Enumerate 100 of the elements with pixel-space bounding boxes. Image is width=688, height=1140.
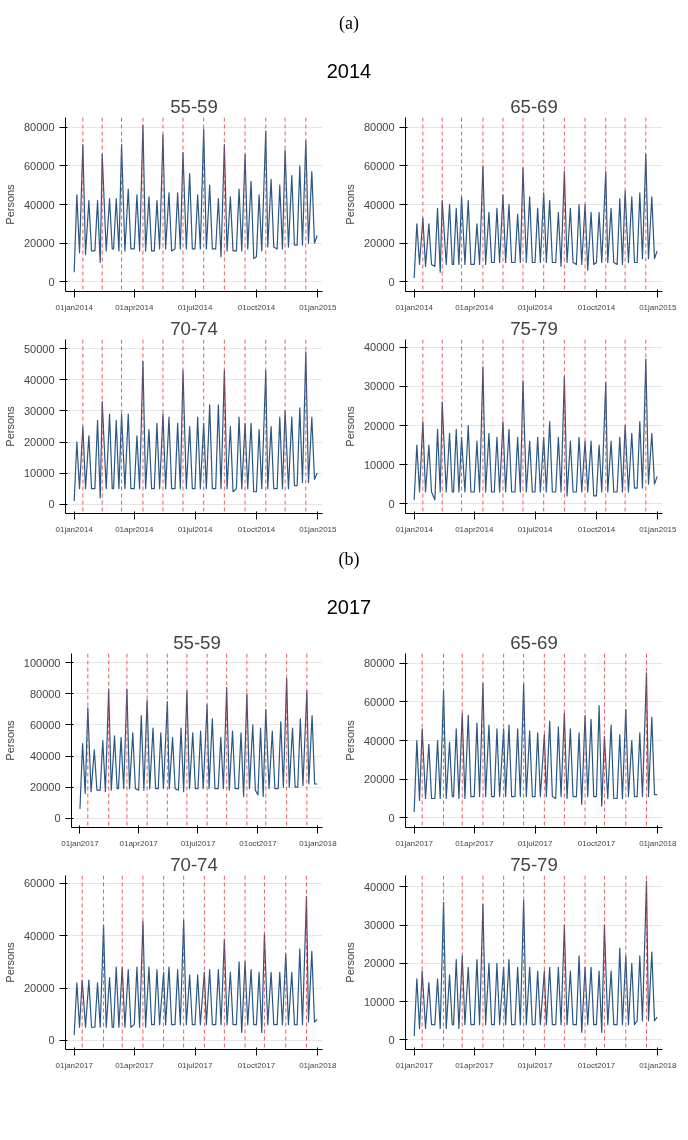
x-tick-label: 01jan2014 [395,524,434,534]
x-tick-label: 01apr2017 [455,1060,494,1070]
chart-title: 75-79 [510,317,558,339]
y-tick-label: 0 [388,811,395,824]
y-tick-label: 20000 [23,436,55,449]
y-axis-title: Persons [3,183,16,225]
y-tick-label: 20000 [363,957,395,970]
x-tick-label: 01jul2014 [517,524,553,534]
x-tick-label: 01jul2014 [177,524,213,534]
text: (a) [339,12,359,35]
x-tick-label: 01jul2017 [517,838,553,848]
x-tick-label: 01apr2017 [455,838,494,848]
x-tick-label: 01jan2015 [639,524,678,534]
y-axis-title: Persons [343,405,356,447]
y-tick-label: 10000 [363,995,395,1008]
x-tick-label: 01apr2014 [455,524,494,534]
y-tick-label: 40000 [363,880,395,893]
x-tick-label: 01jan2015 [299,302,338,312]
y-axis-title: Persons [3,719,16,761]
y-tick-label: 0 [54,812,61,825]
y-tick-label: 10000 [23,467,55,480]
y-tick-label: 20000 [363,419,395,432]
x-tick-label: 01jan2017 [61,838,100,848]
line-series [413,153,658,279]
x-tick-label: 01jul2014 [177,302,213,312]
y-tick-label: 0 [388,275,395,288]
line-series [79,677,318,810]
x-tick-label: 01oct2014 [577,524,616,534]
y-tick-label: 20000 [363,237,395,250]
y-tick-label: 80000 [23,121,55,134]
x-tick-label: 01jul2014 [517,302,553,312]
y-tick-label: 20000 [23,982,55,995]
y-tick-label: 10000 [363,458,395,471]
x-tick-label: 01jan2018 [299,1060,338,1070]
y-tick-label: 60000 [29,718,61,731]
y-axis-title: Persons [3,405,16,447]
y-tick-label: 40000 [23,929,55,942]
x-tick-label: 01jan2015 [299,524,338,534]
line-series [413,358,658,501]
x-tick-label: 01oct2017 [577,838,616,848]
y-tick-label: 40000 [363,341,395,354]
y-tick-label: 20000 [29,781,61,794]
y-tick-label: 50000 [23,342,55,355]
y-tick-label: 80000 [363,657,395,670]
line-series [413,880,658,1037]
x-tick-label: 01oct2017 [237,1060,276,1070]
y-tick-label: 0 [48,275,55,288]
x-tick-label: 01apr2014 [115,302,154,312]
x-tick-label: 01jan2014 [55,302,94,312]
y-tick-label: 0 [388,497,395,510]
x-tick-label: 01apr2017 [119,838,159,848]
y-tick-label: 30000 [23,404,55,417]
y-tick-label: 0 [48,498,55,511]
y-tick-label: 40000 [29,750,61,763]
y-tick-label: 40000 [23,373,55,386]
x-tick-label: 01jan2018 [299,838,338,848]
x-tick-label: 01oct2017 [577,1060,616,1070]
x-tick-label: 01jan2014 [55,524,94,534]
y-tick-label: 0 [48,1034,55,1047]
y-tick-label: 40000 [363,734,395,747]
chart-title: 65-69 [510,631,558,653]
x-tick-label: 01apr2017 [115,1060,154,1070]
x-tick-label: 01jul2017 [517,1060,553,1070]
y-tick-label: 60000 [23,877,55,890]
y-tick-label: 100000 [23,656,61,669]
text: 2014 [326,59,372,84]
chart-title: 70-74 [170,853,218,875]
y-tick-label: 60000 [363,695,395,708]
y-tick-label: 80000 [29,687,61,700]
line-series [413,672,658,813]
y-tick-label: 20000 [363,773,395,786]
chart-title: 55-59 [173,631,221,653]
line-series [73,895,318,1036]
y-tick-label: 40000 [363,198,395,211]
x-tick-label: 01jan2017 [395,1060,434,1070]
y-axis-title: Persons [343,719,356,761]
x-tick-label: 01oct2014 [577,302,616,312]
y-tick-label: 40000 [23,198,55,211]
x-tick-label: 01apr2014 [115,524,154,534]
x-tick-label: 01jan2018 [639,838,678,848]
x-tick-label: 01jul2017 [180,838,216,848]
y-axis-title: Persons [3,941,16,983]
chart-title: 70-74 [170,317,218,339]
x-tick-label: 01jan2017 [55,1060,94,1070]
y-tick-label: 30000 [363,919,395,932]
y-tick-label: 60000 [363,159,395,172]
x-tick-label: 01jan2018 [639,1060,678,1070]
line-series [73,351,318,502]
x-tick-label: 01oct2014 [237,302,276,312]
x-tick-label: 01oct2014 [237,524,276,534]
x-tick-label: 01jul2017 [177,1060,213,1070]
x-tick-label: 01jan2015 [639,302,678,312]
chart-title: 75-79 [510,853,558,875]
y-tick-label: 30000 [363,380,395,393]
x-tick-label: 01apr2014 [455,302,494,312]
y-tick-label: 60000 [23,159,55,172]
y-axis-title: Persons [343,941,356,983]
text: 2017 [326,595,372,620]
chart-title: 65-69 [510,95,558,117]
text: (b) [338,548,360,571]
